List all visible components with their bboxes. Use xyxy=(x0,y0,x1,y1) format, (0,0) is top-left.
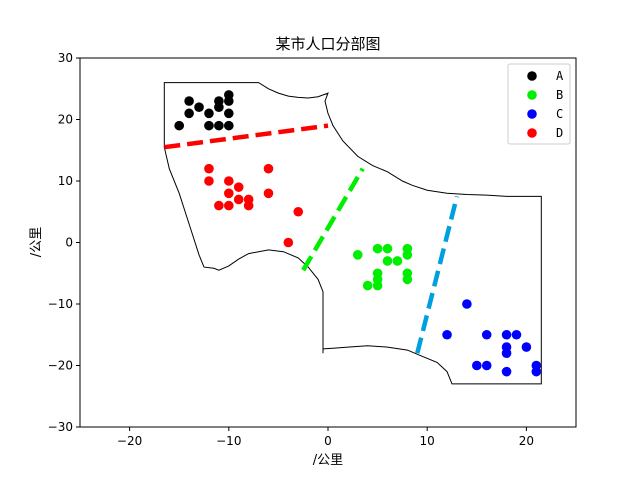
region-dividers xyxy=(164,123,460,354)
divider-line xyxy=(301,167,365,272)
point-c xyxy=(501,348,512,359)
point-c xyxy=(501,366,512,377)
divider-line xyxy=(415,195,460,354)
point-a xyxy=(214,96,224,106)
legend-label: D xyxy=(556,126,563,140)
y-tick-label: 30 xyxy=(58,51,73,65)
point-b xyxy=(362,280,373,291)
city-boundary xyxy=(163,82,542,385)
point-c xyxy=(501,329,512,340)
x-tick-label: −10 xyxy=(216,434,241,448)
x-tick-label: 10 xyxy=(420,434,435,448)
point-c xyxy=(531,366,542,377)
point-c xyxy=(511,329,522,340)
chart-title: 某市人口分部图 xyxy=(275,35,380,53)
point-d xyxy=(263,163,274,174)
point-a xyxy=(204,120,214,131)
legend-label: A xyxy=(556,69,564,83)
point-a xyxy=(184,108,194,119)
x-axis-ticks: −20 −10 0 10 20 xyxy=(117,427,534,448)
point-d xyxy=(204,176,214,186)
legend-label: B xyxy=(556,88,563,102)
point-d xyxy=(263,188,274,199)
point-c xyxy=(442,329,452,340)
y-tick-label: −20 xyxy=(48,359,73,373)
point-d xyxy=(293,206,304,217)
point-a xyxy=(224,120,234,131)
point-c xyxy=(472,360,482,371)
point-b xyxy=(352,250,363,260)
point-d xyxy=(224,200,234,211)
legend-label: C xyxy=(556,107,563,121)
point-b xyxy=(382,243,393,254)
point-b xyxy=(402,250,413,260)
point-d xyxy=(224,188,234,199)
point-c xyxy=(481,329,492,340)
point-a xyxy=(214,120,224,131)
point-c xyxy=(481,360,492,371)
legend-marker xyxy=(527,109,537,119)
y-axis-label: /公里 xyxy=(29,227,44,257)
point-a xyxy=(224,90,234,100)
point-a xyxy=(174,120,184,131)
point-a xyxy=(184,96,194,106)
plot-area xyxy=(79,57,577,428)
point-c xyxy=(462,299,472,309)
point-b xyxy=(382,256,393,266)
legend-marker xyxy=(527,71,537,81)
y-tick-label: −30 xyxy=(48,420,73,434)
x-tick-label: 0 xyxy=(324,434,332,448)
legend-marker xyxy=(527,90,537,100)
legend-marker xyxy=(527,128,537,138)
point-d xyxy=(243,200,254,211)
point-d xyxy=(214,200,224,211)
point-b xyxy=(372,280,383,291)
point-a xyxy=(224,108,234,119)
point-d xyxy=(204,163,214,174)
y-tick-label: 10 xyxy=(58,174,73,188)
point-a xyxy=(204,108,214,119)
point-d xyxy=(233,182,244,192)
point-b xyxy=(392,256,403,266)
x-tick-label: −20 xyxy=(117,434,142,448)
x-tick-label: 20 xyxy=(519,434,534,448)
point-d xyxy=(283,237,294,248)
data-points xyxy=(174,90,542,377)
point-c xyxy=(521,342,532,352)
y-tick-label: 20 xyxy=(58,113,73,127)
y-axis-ticks: −30 −20 −10 0 10 20 30 xyxy=(48,51,80,434)
point-b xyxy=(372,243,383,254)
point-a xyxy=(194,102,204,112)
point-d xyxy=(233,194,244,205)
point-d xyxy=(224,176,234,186)
divider-line xyxy=(164,123,329,150)
x-axis-label: /公里 xyxy=(313,453,343,468)
y-tick-label: −10 xyxy=(48,297,73,311)
point-b xyxy=(402,274,413,285)
y-tick-label: 0 xyxy=(65,236,73,250)
legend-box xyxy=(507,63,571,145)
